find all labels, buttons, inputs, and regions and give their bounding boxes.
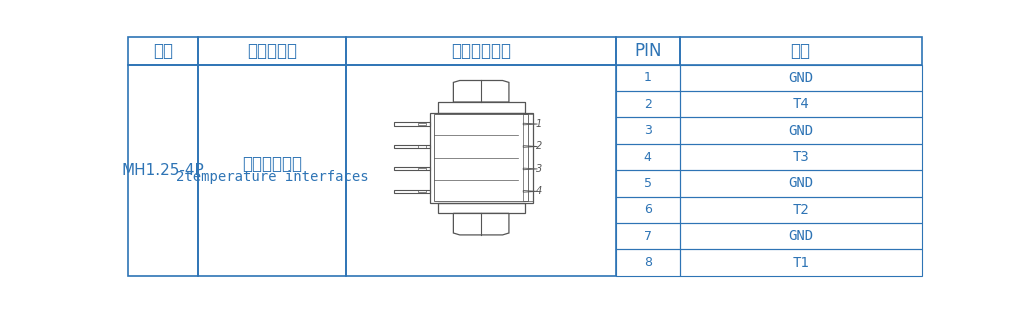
Bar [418, 190, 426, 193]
Bar [394, 190, 430, 193]
Bar [394, 122, 430, 126]
Text: 1: 1 [536, 119, 542, 129]
Bar [437, 102, 524, 113]
Bar [680, 91, 922, 117]
Bar [680, 223, 922, 250]
Text: 温度接口２个: 温度接口２个 [242, 155, 302, 173]
Text: 5: 5 [644, 177, 652, 190]
Bar [346, 37, 616, 65]
Text: T4: T4 [793, 97, 809, 111]
Text: 含义: 含义 [791, 42, 811, 60]
Text: GND: GND [788, 229, 813, 243]
Bar [680, 250, 922, 276]
Text: T3: T3 [793, 150, 809, 164]
Bar [680, 65, 922, 91]
Bar [430, 113, 532, 203]
Text: GND: GND [788, 176, 813, 190]
Bar [616, 91, 680, 117]
Text: GND: GND [788, 124, 813, 138]
Bar [198, 37, 346, 65]
Bar [680, 37, 922, 65]
Text: 7: 7 [644, 230, 652, 243]
Text: T1: T1 [793, 256, 809, 270]
Bar [418, 145, 426, 148]
Bar [346, 65, 616, 276]
Text: 1: 1 [644, 71, 651, 84]
Text: 2temperature interfaces: 2temperature interfaces [176, 170, 369, 184]
Bar [437, 203, 524, 213]
Text: 2: 2 [536, 141, 542, 152]
Bar [616, 250, 680, 276]
Bar [198, 65, 346, 276]
Bar [616, 37, 680, 65]
Bar [434, 114, 528, 201]
Text: 2: 2 [644, 98, 651, 111]
Bar [394, 167, 430, 170]
Bar [418, 168, 426, 170]
Bar [616, 223, 680, 250]
Text: 8: 8 [644, 256, 652, 269]
Bar [616, 197, 680, 223]
Bar [128, 65, 198, 276]
Bar [523, 114, 532, 201]
Bar [616, 117, 680, 144]
Bar [394, 145, 430, 148]
Text: MH1.25-4P: MH1.25-4P [122, 163, 205, 178]
Bar [616, 65, 680, 91]
Bar [128, 37, 198, 65]
Text: 3: 3 [536, 164, 542, 174]
Bar [680, 197, 922, 223]
Text: 接插件功能: 接插件功能 [247, 42, 297, 60]
Bar [616, 170, 680, 197]
Text: GND: GND [788, 71, 813, 85]
Bar [418, 123, 426, 125]
Text: T2: T2 [793, 203, 809, 217]
Text: 4: 4 [644, 151, 651, 164]
Text: 6: 6 [644, 203, 651, 216]
Text: 4: 4 [536, 186, 542, 196]
Bar [616, 144, 680, 170]
Bar [680, 170, 922, 197]
Text: PIN: PIN [634, 42, 662, 60]
Text: 型号: 型号 [153, 42, 173, 60]
Text: 3: 3 [644, 124, 651, 137]
Bar [680, 144, 922, 170]
Bar [680, 117, 922, 144]
Text: 接插件示意图: 接插件示意图 [452, 42, 511, 60]
